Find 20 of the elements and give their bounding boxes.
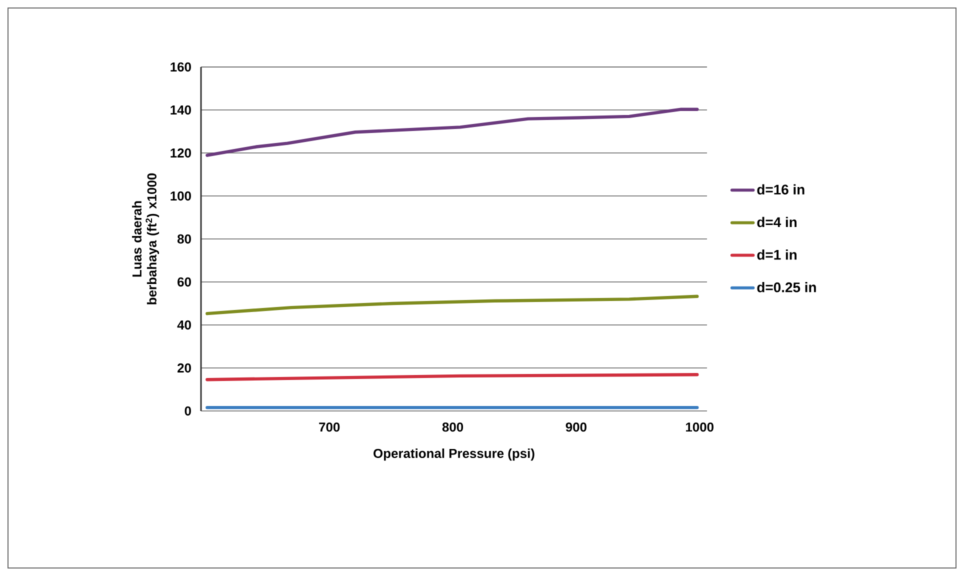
y-tick-label: 0 <box>184 406 191 416</box>
x-tick-label: 900 <box>566 422 586 432</box>
y-tick-label: 60 <box>178 277 191 287</box>
legend-label: d=16 in <box>757 184 804 195</box>
y-tick-label: 160 <box>170 62 191 72</box>
x-tick-label: 800 <box>442 422 464 432</box>
legend-label: d=4 in <box>757 216 797 228</box>
y-tick-label: 100 <box>170 191 191 201</box>
line-series <box>206 108 699 157</box>
y-tick-label: 140 <box>170 105 191 115</box>
y-tick-label: 80 <box>177 234 191 244</box>
legend-label: d=0.25 in <box>757 282 816 292</box>
y-tick-label: 40 <box>177 320 191 330</box>
y-tick-label: 20 <box>178 363 191 373</box>
x-tick-label: 700 <box>319 422 340 432</box>
x-tick-label: 1000 <box>686 422 714 432</box>
y-tick-label: 120 <box>170 148 191 158</box>
legend-label: d=1 in <box>757 249 797 260</box>
x-axis-title: Operational Pressure (psi) <box>374 448 534 461</box>
line-series <box>206 294 699 316</box>
